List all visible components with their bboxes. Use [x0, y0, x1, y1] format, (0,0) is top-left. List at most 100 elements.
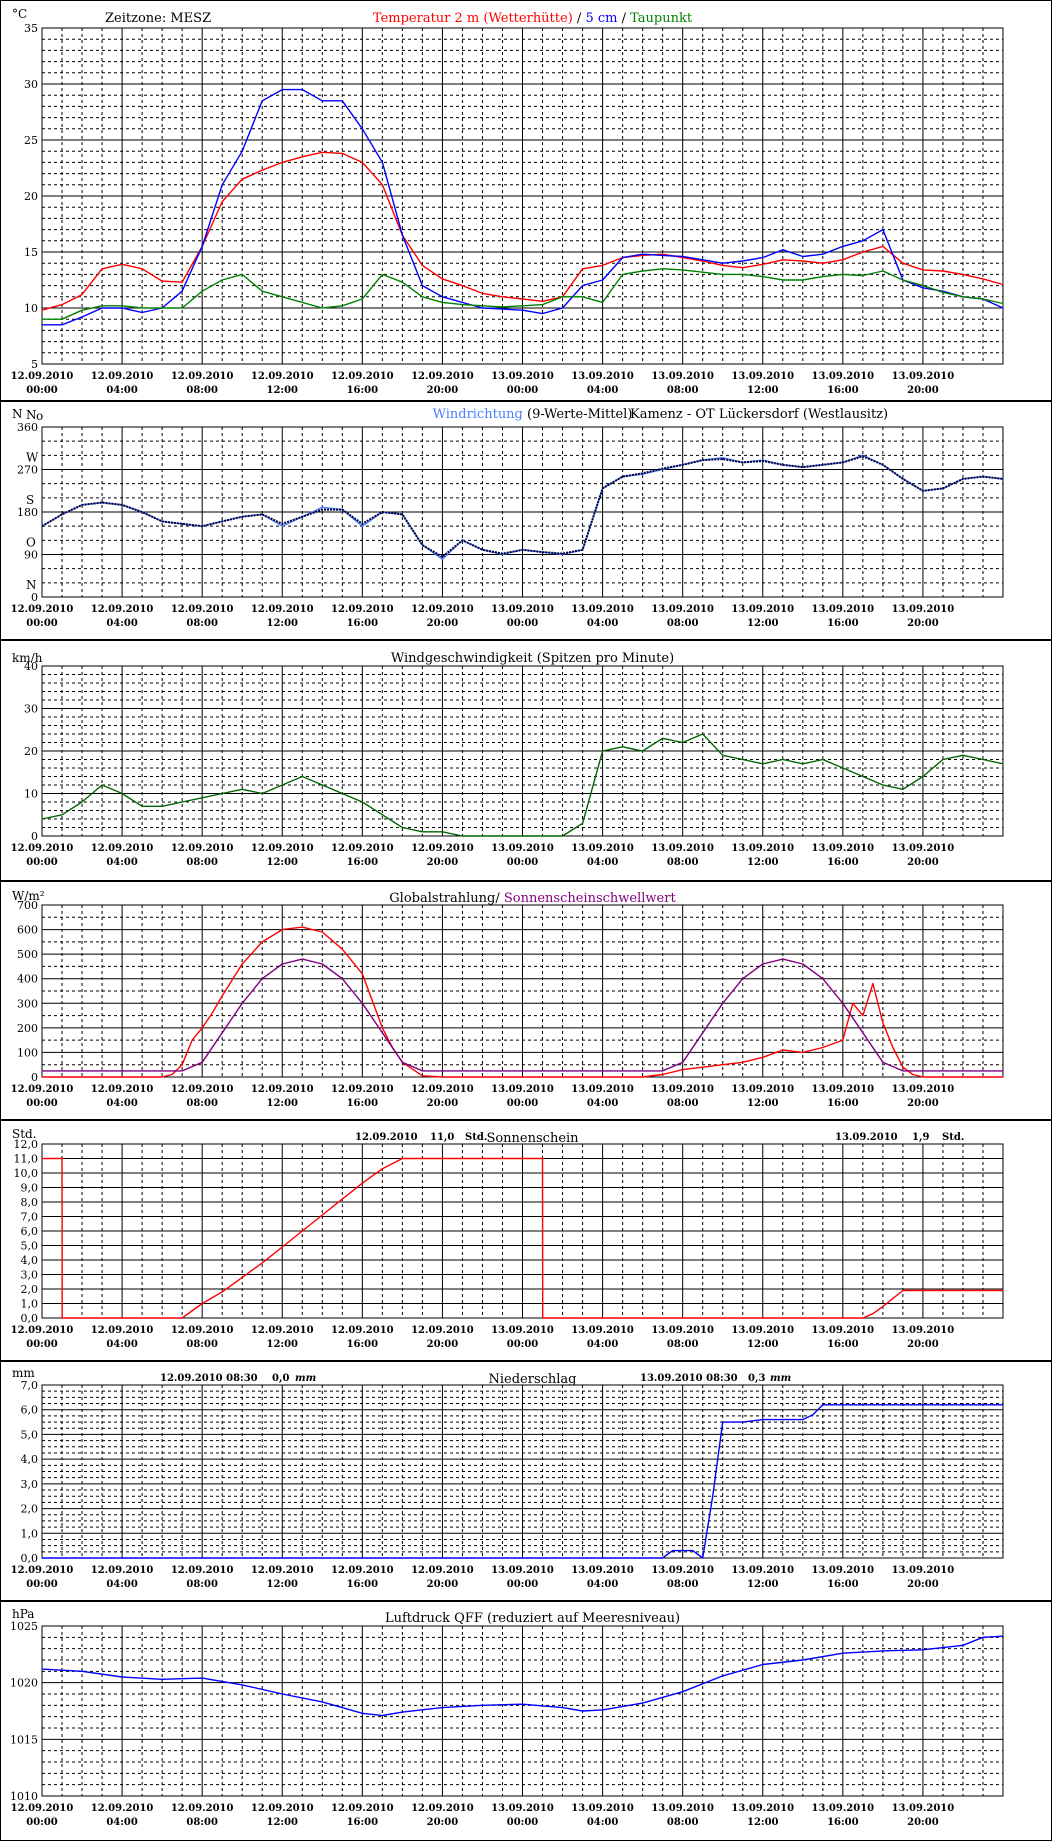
data-point: [461, 539, 463, 541]
data-point: [662, 737, 664, 739]
data-point: [241, 788, 243, 790]
data-point: [812, 1414, 814, 1416]
y-tick-label: 25: [24, 134, 38, 147]
x-tick-time: 16:00: [347, 1579, 379, 1590]
data-point: [381, 1168, 383, 1170]
x-tick-time: 20:00: [907, 385, 939, 396]
x-tick-date: 12.09.2010: [11, 1565, 74, 1576]
data-point: [101, 307, 103, 309]
data-point: [862, 775, 864, 778]
data-point: [682, 269, 684, 271]
x-tick-time: 04:00: [587, 385, 619, 396]
data-point: [842, 1002, 844, 1004]
x-tick-time: 12:00: [266, 618, 298, 629]
data-point: [1002, 283, 1004, 286]
panel-temperature: 35 30 25 20 15 10 5 °C Temperatur 2 m (Wetterhüt…: [0, 7, 1052, 402]
data-point: [381, 1714, 383, 1717]
chart-title-part: Taupunkt: [630, 11, 693, 26]
data-point: [802, 963, 804, 965]
data-point: [321, 509, 323, 511]
data-point: [241, 516, 243, 518]
data-point: [922, 1404, 924, 1406]
data-point: [41, 818, 43, 820]
data-point: [762, 460, 764, 462]
data-point: [882, 1650, 884, 1652]
data-point: [1002, 763, 1004, 765]
x-tick-time: 08:00: [667, 618, 699, 629]
data-point: [221, 201, 223, 203]
x-tick-time: 00:00: [26, 1098, 58, 1109]
x-tick-time: 20:00: [907, 1098, 939, 1109]
y-tick-label: 15: [24, 246, 38, 259]
plot-frame: [41, 1625, 1004, 1797]
y-tick-label: 10,0: [14, 1167, 39, 1180]
x-tick-time: 08:00: [667, 857, 699, 868]
data-point: [321, 931, 323, 933]
x-tick-time: 20:00: [907, 1579, 939, 1590]
x-tick-time: 12:00: [747, 1579, 779, 1590]
data-point: [361, 298, 363, 300]
data-point: [882, 784, 884, 786]
data-point: [161, 1076, 163, 1078]
x-tick-date: 13.09.2010: [892, 1803, 955, 1814]
data-point: [441, 1707, 443, 1709]
plot-frame: [41, 1143, 1004, 1319]
x-tick-time: 08:00: [186, 1817, 218, 1828]
data-point: [1002, 1404, 1004, 1406]
x-tick-time: 00:00: [507, 385, 539, 396]
x-tick-time: 16:00: [827, 1339, 859, 1350]
data-point: [421, 1157, 423, 1160]
data-point: [41, 1668, 43, 1670]
x-tick-time: 04:00: [587, 857, 619, 868]
data-point: [602, 750, 604, 752]
x-tick-time: 00:00: [507, 1817, 539, 1828]
y-tick-label: 10: [24, 788, 38, 801]
y-tick-label: 20: [24, 745, 38, 758]
data-point: [1002, 1635, 1004, 1637]
data-point: [922, 285, 924, 287]
x-tick-date: 13.09.2010: [731, 1084, 794, 1095]
data-point: [421, 1070, 423, 1072]
series-line-pressure-0: [41, 1635, 1004, 1717]
data-point: [241, 1684, 243, 1686]
x-tick-time: 16:00: [827, 857, 859, 868]
x-tick-time: 00:00: [507, 618, 539, 629]
x-tick-time: 04:00: [106, 1098, 138, 1109]
data-point: [201, 797, 203, 799]
data-point: [341, 152, 343, 154]
data-point: [762, 1663, 764, 1666]
plot-frame: [41, 426, 1004, 598]
data-point: [501, 308, 504, 310]
data-point: [842, 1652, 844, 1654]
x-tick-date: 12.09.2010: [251, 604, 314, 615]
y-tick-label: 4,0: [21, 1453, 39, 1466]
x-tick-date: 12.09.2010: [91, 843, 154, 854]
data-point: [802, 260, 804, 262]
data-point: [381, 161, 383, 163]
x-tick-time: 16:00: [827, 1098, 859, 1109]
data-point: [662, 1070, 664, 1072]
x-tick-time: 16:00: [347, 385, 379, 396]
x-tick-time: 00:00: [26, 618, 58, 629]
y-tick-label: 30: [24, 78, 38, 91]
x-tick-date: 12.09.2010: [91, 604, 154, 615]
data-point: [421, 285, 423, 287]
note-value: 11,0: [430, 1132, 454, 1143]
data-point: [682, 1550, 684, 1552]
data-point: [301, 301, 303, 303]
data-point: [141, 511, 143, 513]
panel-global-radiation: 700 600 500 400 300 200 100 0 W/m² Globalstrahlun…: [0, 889, 1052, 1121]
x-tick-date: 13.09.2010: [812, 1084, 875, 1095]
data-point: [882, 1305, 884, 1307]
data-point: [41, 525, 43, 527]
y-tick-label: 500: [17, 948, 38, 961]
data-point: [822, 464, 824, 466]
data-point: [682, 257, 684, 259]
data-point: [662, 468, 664, 470]
y-tick-label: 3,0: [21, 1478, 39, 1491]
data-point: [441, 301, 443, 303]
data-point: [341, 509, 343, 511]
data-point: [862, 455, 864, 457]
x-tick-date: 12.09.2010: [411, 371, 474, 382]
